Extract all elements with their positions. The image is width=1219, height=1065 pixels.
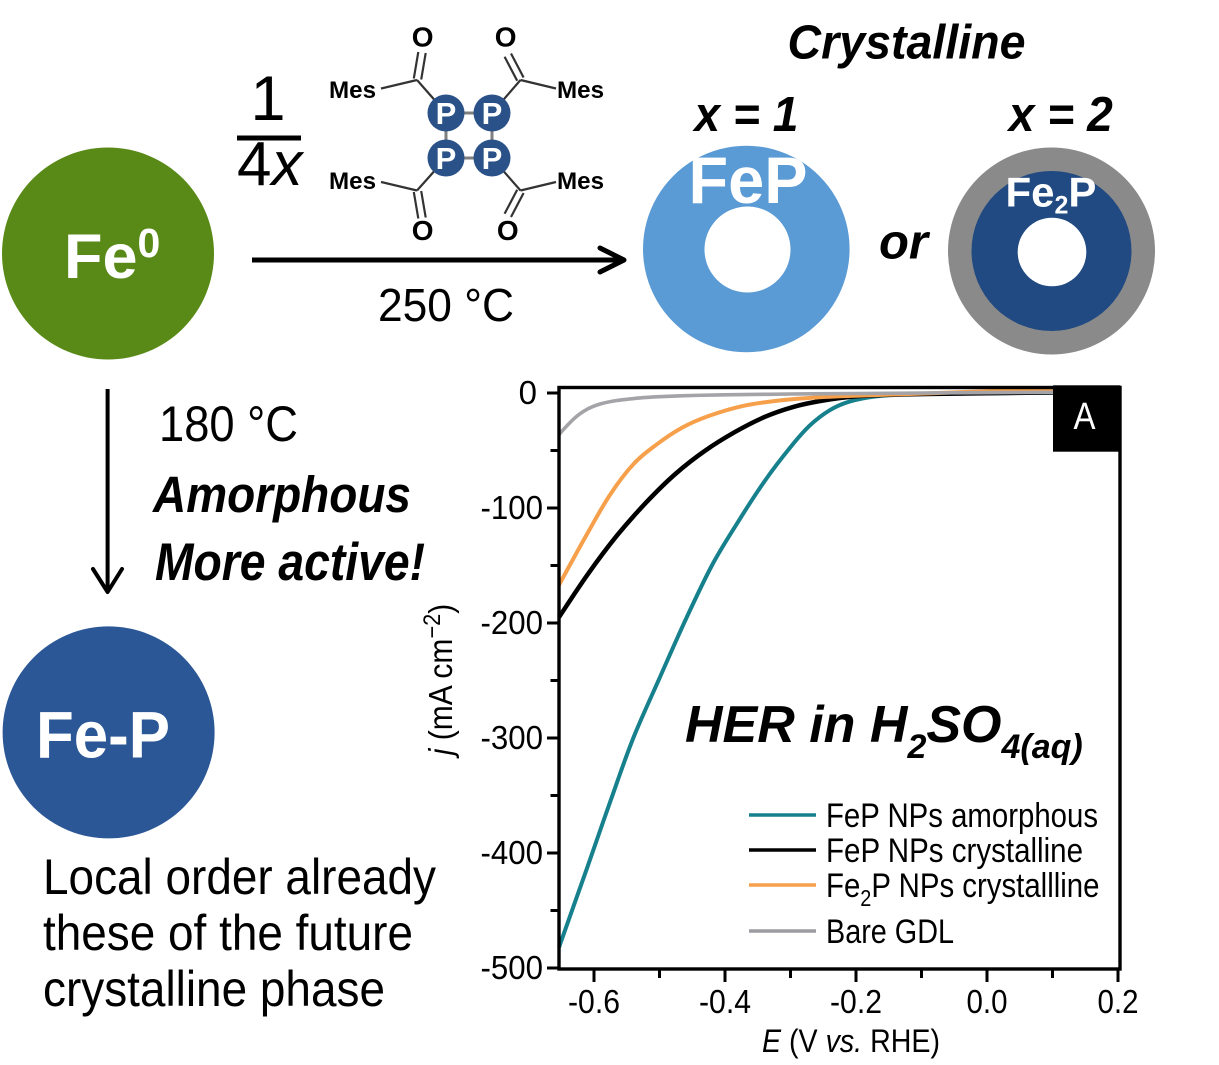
svg-text:crystalline phase: crystalline phase [43, 961, 385, 1017]
svg-text:-0.4: -0.4 [699, 983, 751, 1020]
svg-text:-100: -100 [481, 489, 544, 526]
svg-text:Local order already: Local order already [43, 849, 436, 905]
svg-text:E (V vs. RHE): E (V vs. RHE) [762, 1023, 940, 1059]
svg-text:1: 1 [250, 64, 285, 134]
svg-text:-500: -500 [481, 949, 544, 986]
svg-text:FeP NPs amorphous: FeP NPs amorphous [826, 797, 1098, 835]
svg-text:O: O [412, 22, 434, 53]
svg-text:A: A [1074, 396, 1097, 438]
svg-text:More active!: More active! [155, 533, 425, 592]
svg-text:FeP: FeP [689, 143, 808, 217]
svg-text:P: P [436, 141, 457, 176]
svg-text:x = 2: x = 2 [1006, 88, 1113, 142]
svg-text:or: or [879, 216, 931, 270]
svg-text:P: P [436, 96, 457, 131]
svg-text:FeP NPs crystalline: FeP NPs crystalline [826, 832, 1083, 870]
svg-text:-300: -300 [481, 719, 544, 756]
svg-text:Fe2P NPs crystallline: Fe2P NPs crystallline [826, 866, 1099, 911]
svg-text:P: P [482, 96, 503, 131]
svg-text:0.2: 0.2 [1098, 983, 1139, 1020]
svg-text:O: O [497, 215, 519, 246]
svg-text:180 °C: 180 °C [159, 396, 298, 452]
svg-text:O: O [412, 215, 434, 246]
svg-text:0.0: 0.0 [967, 983, 1008, 1020]
svg-text:Fe-P: Fe-P [36, 698, 170, 772]
svg-text:-200: -200 [481, 604, 544, 641]
svg-text:Mes: Mes [557, 77, 604, 104]
svg-text:Crystalline: Crystalline [788, 17, 1026, 70]
svg-text:P: P [482, 141, 503, 176]
svg-text:Mes: Mes [557, 168, 604, 195]
svg-text:250 °C: 250 °C [378, 279, 514, 331]
svg-text:-0.2: -0.2 [830, 983, 882, 1020]
svg-text:Fe0: Fe0 [64, 220, 160, 292]
svg-text:0: 0 [519, 374, 537, 411]
svg-text:-400: -400 [481, 834, 544, 871]
svg-text:x = 1: x = 1 [692, 88, 799, 142]
svg-text:Fe2P: Fe2P [1006, 169, 1097, 220]
svg-text:Bare GDL: Bare GDL [826, 913, 954, 951]
svg-text:Amorphous: Amorphous [151, 466, 411, 523]
svg-text:O: O [495, 22, 517, 53]
svg-text:these of the future: these of the future [43, 905, 413, 961]
svg-text:Mes: Mes [329, 77, 376, 104]
svg-text:Mes: Mes [329, 168, 376, 195]
svg-text:-0.6: -0.6 [568, 983, 620, 1020]
svg-text:4x: 4x [237, 130, 304, 199]
